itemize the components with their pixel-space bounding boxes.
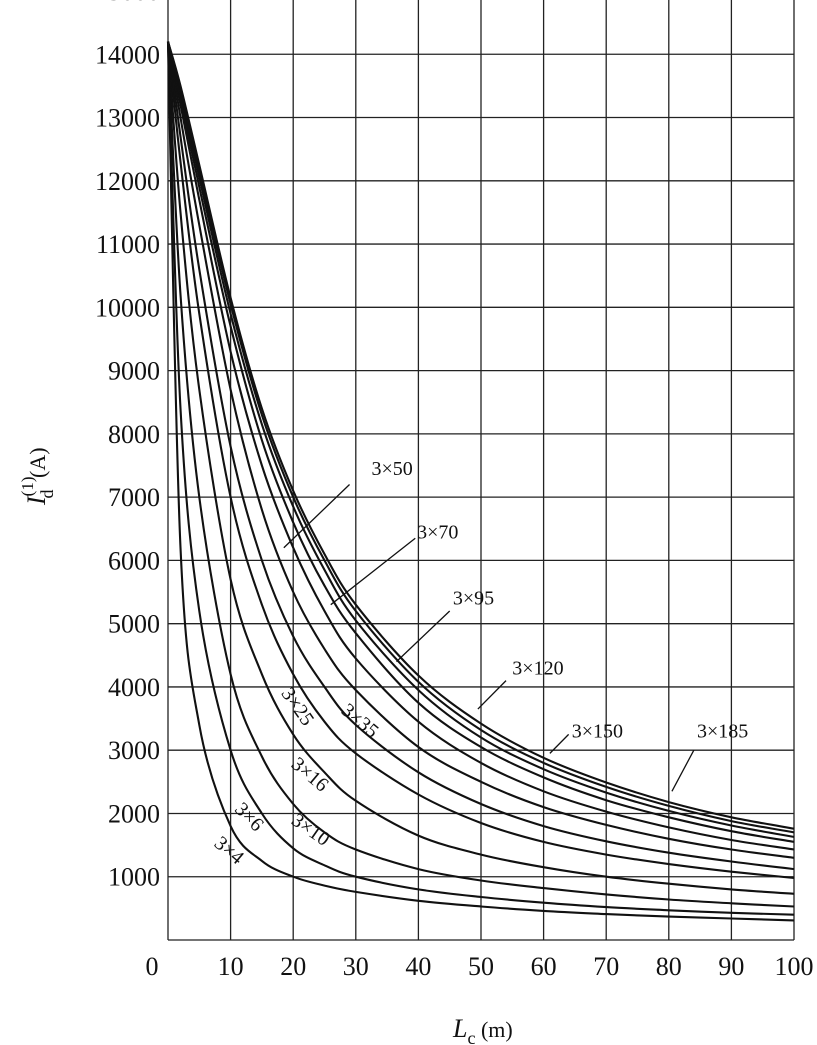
x-tick-label: 10 <box>218 952 244 981</box>
series-line-3x150 <box>166 41 795 834</box>
tick-labels: 0 10 20 30 40 50 60 70 80 90 100 1000 2000 3000 4000 50… <box>95 0 814 981</box>
x-tick-label: 90 <box>718 952 744 981</box>
x-tick-label: 40 <box>405 952 431 981</box>
series-line-3x35 <box>166 41 795 871</box>
series-line-3x185 <box>166 41 795 830</box>
curve-label: 3×70 <box>417 521 458 543</box>
curve-label: 3×185 <box>697 721 748 743</box>
label-leader-line <box>283 484 350 549</box>
curve-label: 3×6 <box>230 798 268 836</box>
y-tick-label: 10000 <box>95 293 160 322</box>
x-tick-label: 100 <box>775 952 814 981</box>
series-line-3x4 <box>166 41 795 922</box>
curve-label: 3×35 <box>337 699 383 742</box>
y-tick-label: 11000 <box>96 230 160 259</box>
label-leader-line <box>671 749 695 792</box>
x-tick-label: 70 <box>593 952 619 981</box>
label-leader-line <box>330 537 416 606</box>
label-leader-line <box>396 610 451 663</box>
series-line-3x6 <box>166 41 795 916</box>
curves <box>166 41 795 922</box>
y-tick-label: 9000 <box>108 357 160 386</box>
y-axis-label: I(1)d (A) <box>18 447 57 506</box>
label-leader-line <box>549 733 570 754</box>
grid <box>167 0 795 941</box>
series-line-3x70 <box>166 41 795 851</box>
curve-label: 3×25 <box>277 684 319 730</box>
y-tick-label: 15000 <box>95 0 160 6</box>
y-tick-label: 4000 <box>108 673 160 702</box>
y-tick-label: 12000 <box>95 167 160 196</box>
y-tick-label: 2000 <box>108 799 160 828</box>
curve-label: 3×10 <box>287 809 333 851</box>
curve-label: 3×50 <box>371 458 412 480</box>
y-tick-label: 1000 <box>108 863 160 892</box>
x-tick-label: 30 <box>343 952 369 981</box>
x-tick-label: 0 <box>146 952 159 981</box>
y-tick-label: 8000 <box>108 420 160 449</box>
curve-label: 3×4 <box>210 832 248 869</box>
series-line-3x95 <box>166 41 795 843</box>
curve-label: 3×120 <box>512 657 563 679</box>
y-tick-label: 14000 <box>95 40 160 69</box>
y-tick-label: 6000 <box>108 546 160 575</box>
y-tick-label: 13000 <box>95 104 160 133</box>
series-line-3x10 <box>166 41 795 908</box>
curve-label: 3×150 <box>572 721 623 743</box>
y-tick-label: 7000 <box>108 483 160 512</box>
x-tick-label: 20 <box>280 952 306 981</box>
series-line-3x16 <box>166 41 795 895</box>
x-tick-label: 80 <box>656 952 682 981</box>
y-tick-label: 3000 <box>108 736 160 765</box>
x-axis-label: Lc (m) <box>452 1014 513 1045</box>
leader-lines <box>283 484 695 792</box>
series-line-3x25 <box>166 41 795 880</box>
series-line-3x120 <box>166 41 795 838</box>
series-line-3x50 <box>166 41 795 859</box>
x-tick-label: 50 <box>468 952 494 981</box>
y-tick-label: 5000 <box>108 610 160 639</box>
label-leader-line <box>477 680 507 710</box>
curve-label: 3×95 <box>453 588 494 610</box>
x-tick-label: 60 <box>531 952 557 981</box>
